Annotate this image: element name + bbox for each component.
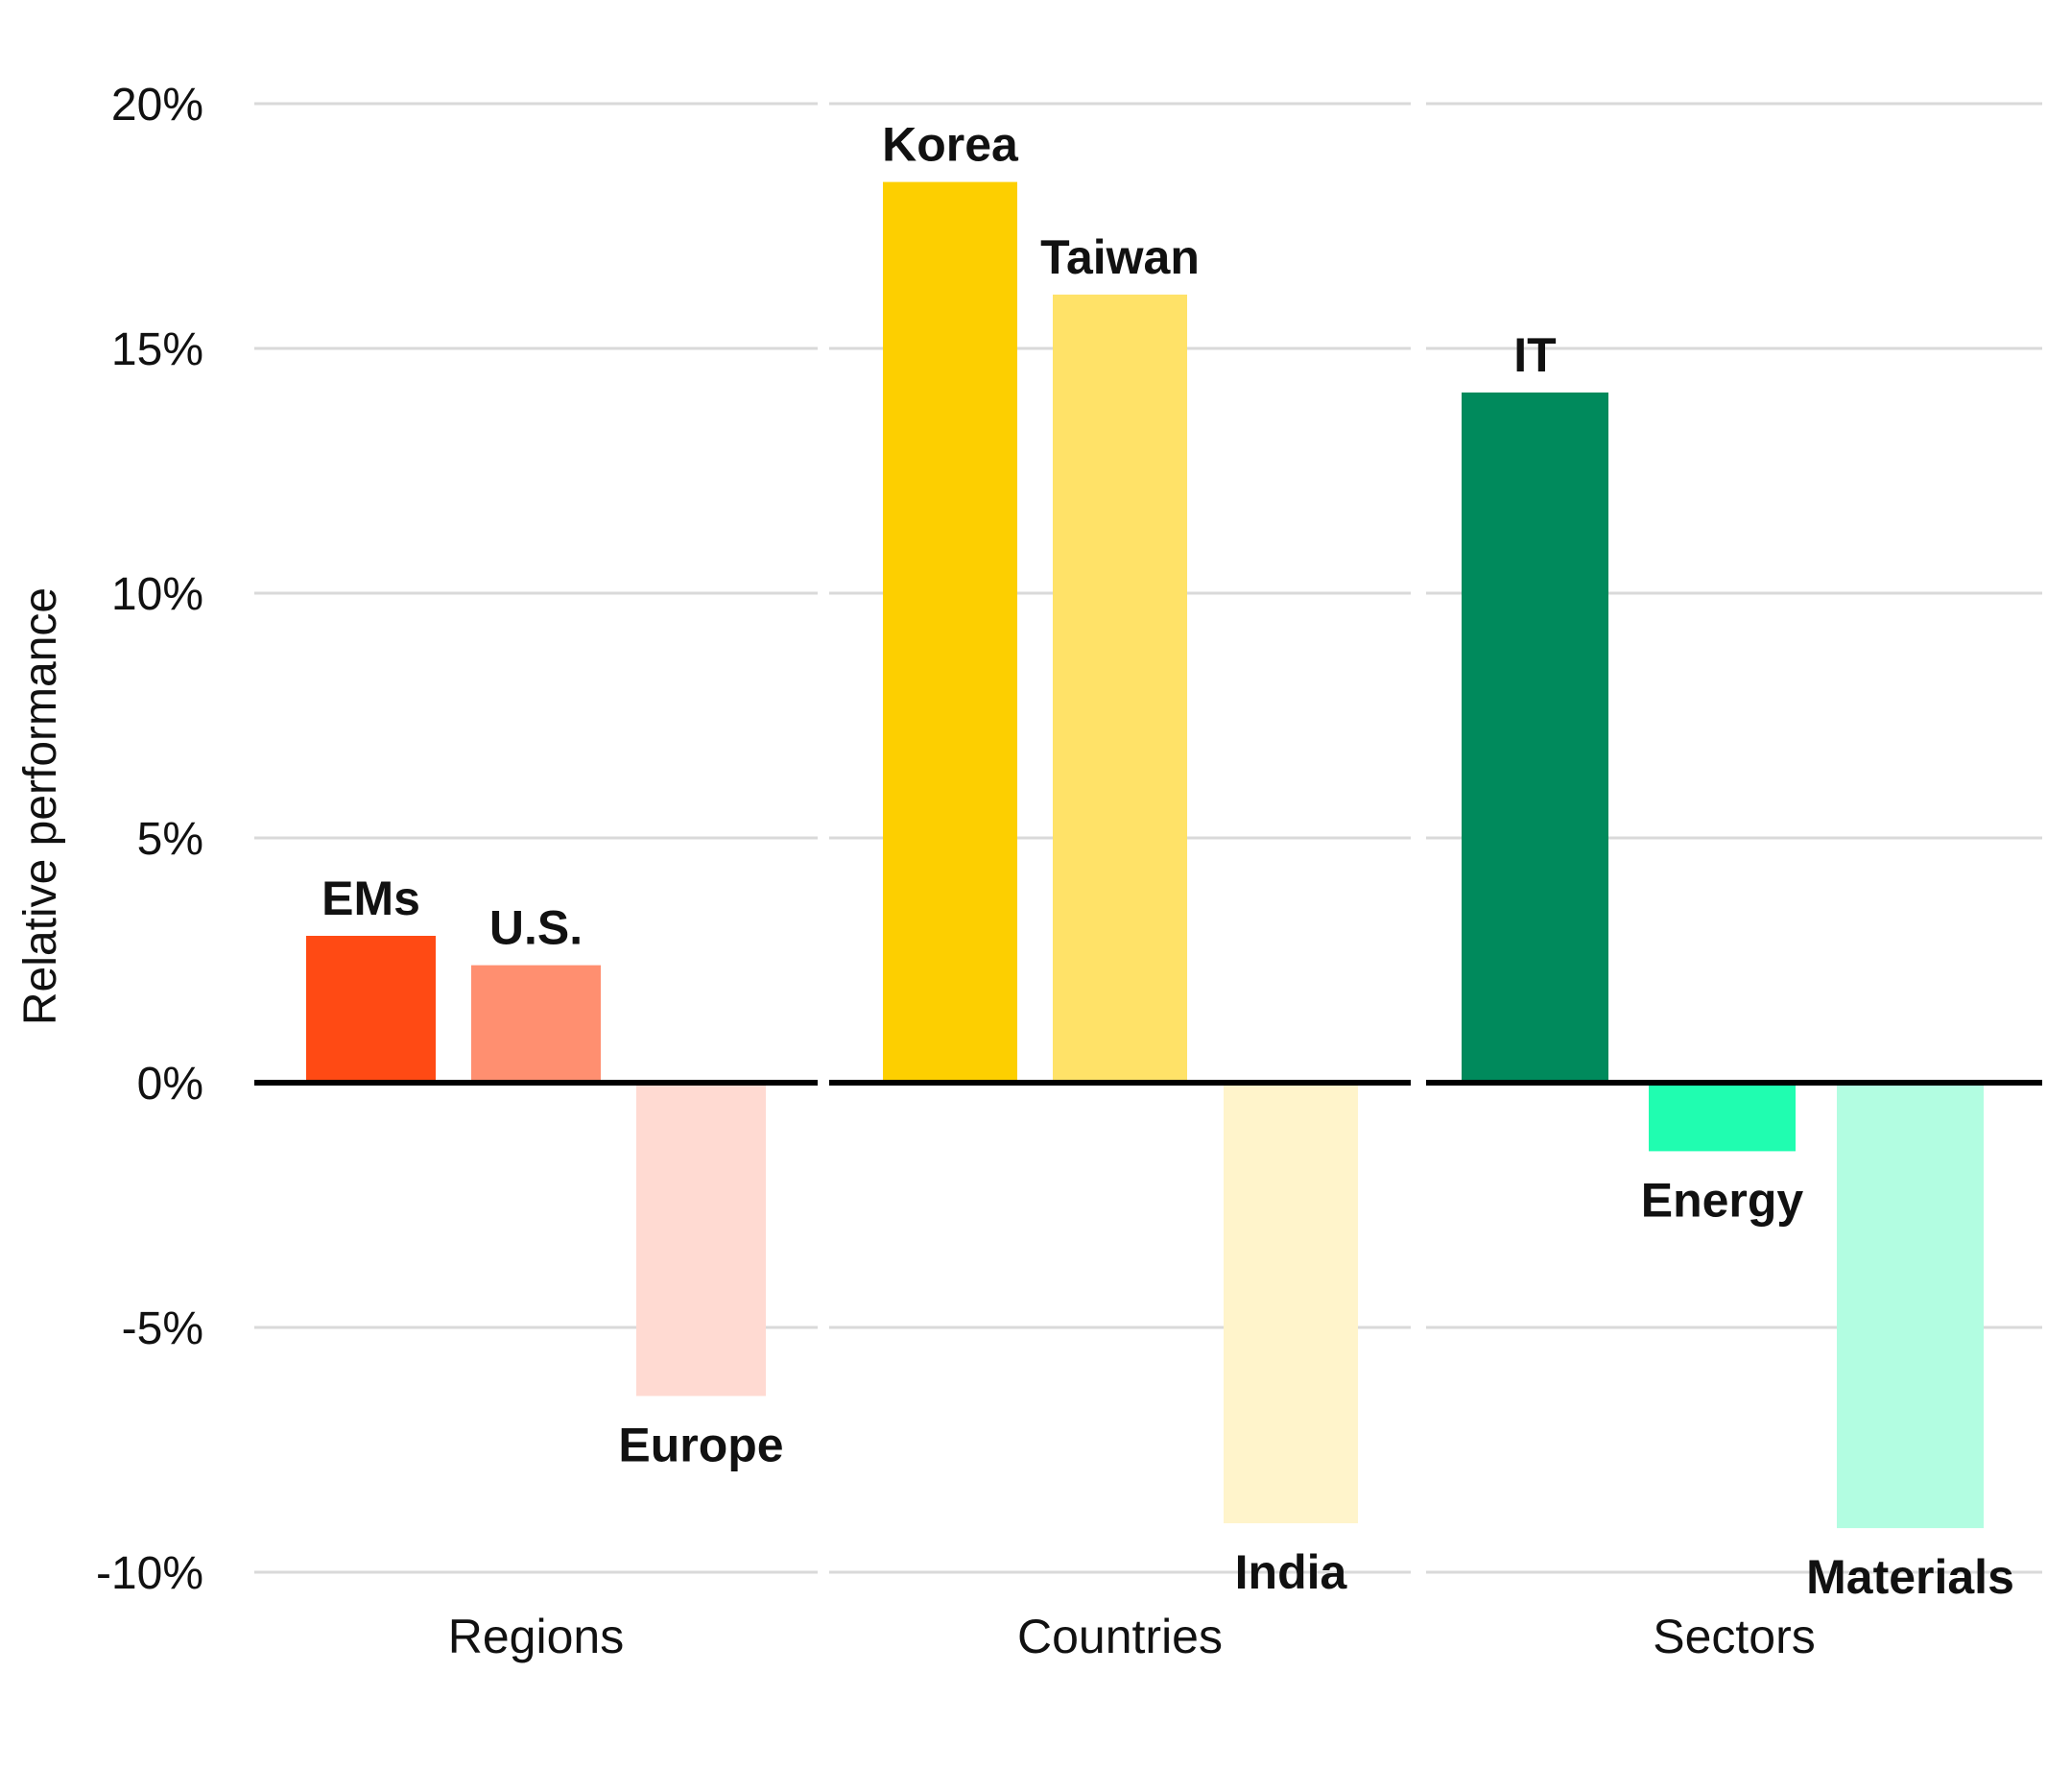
labels: 20% 15% 10% 5% 0% -5% -10% EMs U.S. Europe Regions… — [96, 80, 2014, 1663]
bar-india — [1224, 1083, 1358, 1523]
bar-label: Taiwan — [1040, 230, 1200, 284]
bar-label: Materials — [1806, 1550, 2014, 1604]
bar-ems — [306, 936, 436, 1083]
y-tick-label: 0% — [137, 1059, 203, 1110]
bars — [306, 181, 1984, 1529]
y-tick-label: -10% — [96, 1548, 203, 1599]
y-tick-label: 10% — [111, 569, 203, 620]
panel-label: Regions — [448, 1610, 624, 1663]
bar-label: India — [1235, 1545, 1348, 1599]
y-tick-label: 20% — [111, 80, 203, 131]
bar-europe — [636, 1083, 766, 1397]
y-tick-label: 5% — [137, 814, 203, 865]
bar-label: Korea — [882, 118, 1019, 172]
y-tick-label: -5% — [122, 1303, 203, 1354]
bar-label: IT — [1513, 328, 1556, 382]
bar-label: U.S. — [489, 901, 583, 955]
bar-korea — [883, 181, 1017, 1084]
bar-taiwan — [1053, 294, 1187, 1083]
bar-u-s — [471, 965, 601, 1083]
bar-label: Energy — [1641, 1173, 1804, 1227]
bar-it — [1462, 392, 1608, 1083]
panel-label: Countries — [1017, 1610, 1223, 1663]
bar-label: EMs — [321, 872, 420, 925]
bar-label: Europe — [618, 1418, 783, 1471]
bar-energy — [1649, 1083, 1796, 1152]
y-tick-label: 15% — [111, 324, 203, 375]
y-axis-title: Relative performance — [15, 587, 66, 1025]
bar-materials — [1837, 1083, 1984, 1529]
panel-label: Sectors — [1653, 1610, 1816, 1663]
